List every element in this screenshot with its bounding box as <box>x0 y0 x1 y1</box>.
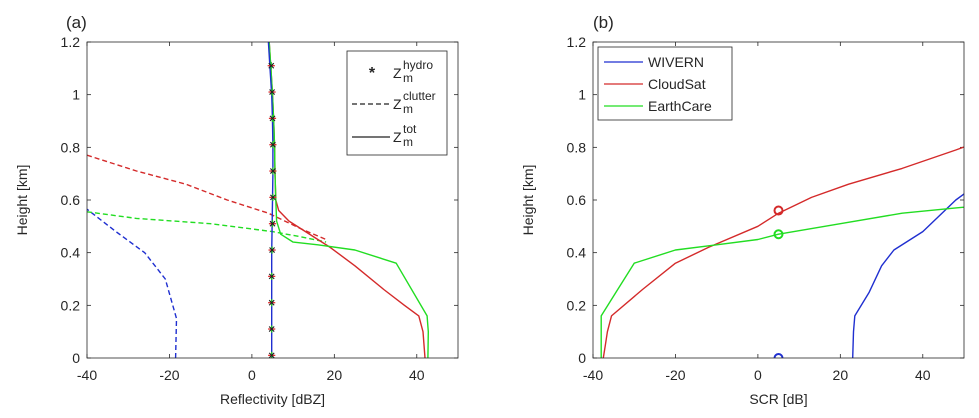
legend-hydro-sup: hydro <box>403 58 433 72</box>
hydro-marker-point <box>268 220 277 228</box>
y-tick-label: 0.8 <box>61 139 81 155</box>
hydro-marker-point <box>269 193 277 201</box>
hydro-marker-point <box>269 141 277 149</box>
hydro-marker-point <box>269 167 277 175</box>
series-line-series-0-dashed <box>87 208 178 358</box>
x-tick-label: -20 <box>159 367 179 383</box>
x-tick-label: 40 <box>915 367 931 383</box>
hydro-marker-point <box>268 246 276 254</box>
legend-wivern-label: WIVERN <box>648 54 704 70</box>
panel-a-ticks: -40 -20 0 20 40 0 0.2 0.4 0.6 0.8 1 1.2 <box>61 34 458 383</box>
hydro-marker-point <box>268 272 276 280</box>
circle-marker <box>773 353 784 358</box>
panel-b-label: (b) <box>593 13 614 32</box>
x-tick-label: 20 <box>833 367 849 383</box>
y-tick-label: 0 <box>72 350 80 366</box>
legend-tot-sup: tot <box>403 122 417 136</box>
series-line-wivern <box>852 193 964 358</box>
y-tick-label: 0.2 <box>61 297 81 313</box>
panel-b: (b) Height [km] SCR [dB] -40 -20 0 20 40 0 0.2… <box>520 13 965 407</box>
circle-marker <box>773 229 784 240</box>
y-tick-label: 1 <box>578 87 586 103</box>
x-tick-label: 20 <box>327 367 343 383</box>
series-line-series-4 <box>268 42 429 358</box>
legend-clutter-sub: m <box>403 102 413 116</box>
panel-a-legend-box <box>346 50 448 156</box>
panel-b-y-axis-label: Height [km] <box>520 165 536 236</box>
x-tick-label: -20 <box>665 367 685 383</box>
panel-a: (a) Height [km] Reflectivity [dBZ] -40 -2… <box>14 13 459 407</box>
x-tick-label: 40 <box>409 367 425 383</box>
x-tick-label: 0 <box>248 367 256 383</box>
y-tick-label: 1.2 <box>567 34 587 50</box>
series-line-cloudsat <box>602 146 964 358</box>
series-line-earthcare <box>600 206 964 358</box>
legend-tot-label: Z <box>393 129 402 145</box>
y-tick-label: 0.2 <box>567 297 587 313</box>
legend-clutter-sup: clutter <box>403 89 436 103</box>
legend-hydro-label: Z <box>393 65 402 81</box>
circle-marker <box>773 205 784 216</box>
panel-a-axes-box <box>86 41 459 359</box>
y-tick-label: 0.6 <box>61 192 81 208</box>
y-tick-label: 0 <box>578 350 586 366</box>
legend-clutter-label: Z <box>393 96 402 112</box>
hydro-marker-point <box>268 325 276 333</box>
panel-b-axes-box <box>592 41 965 359</box>
hydro-marker-point <box>268 88 276 96</box>
x-tick-label: -40 <box>77 367 97 383</box>
panel-a-legend: * Z hydro m Z clutter m Z tot m <box>346 50 448 156</box>
x-tick-label: 0 <box>754 367 762 383</box>
x-tick-label: -40 <box>583 367 603 383</box>
y-tick-label: 0.8 <box>567 139 587 155</box>
panel-a-series <box>87 42 429 358</box>
hydro-marker-point <box>267 62 275 70</box>
y-tick-label: 0.4 <box>567 245 587 261</box>
hydro-marker-point <box>268 114 277 122</box>
y-tick-label: 0.4 <box>61 245 81 261</box>
panel-a-y-axis-label: Height [km] <box>14 165 30 236</box>
panel-b-legend: WIVERN CloudSat EarthCare <box>597 46 733 121</box>
legend-tot-sub: m <box>403 135 413 149</box>
y-tick-label: 0.6 <box>567 192 587 208</box>
legend-earthcare-label: EarthCare <box>648 98 712 114</box>
legend-hydro-sub: m <box>403 71 413 85</box>
legend-cloudsat-label: CloudSat <box>648 76 706 92</box>
panel-b-series <box>600 146 964 358</box>
legend-hydro-marker: * <box>369 65 376 82</box>
y-tick-label: 1.2 <box>61 34 81 50</box>
panel-b-x-axis-label: SCR [dB] <box>749 391 807 407</box>
panel-a-label: (a) <box>66 13 87 32</box>
hydro-marker-point <box>268 299 276 307</box>
series-line-series-2-dashed <box>87 211 327 243</box>
series-line-series-1-dashed <box>87 154 327 241</box>
panel-a-x-axis-label: Reflectivity [dBZ] <box>220 391 325 407</box>
y-tick-label: 1 <box>72 87 80 103</box>
